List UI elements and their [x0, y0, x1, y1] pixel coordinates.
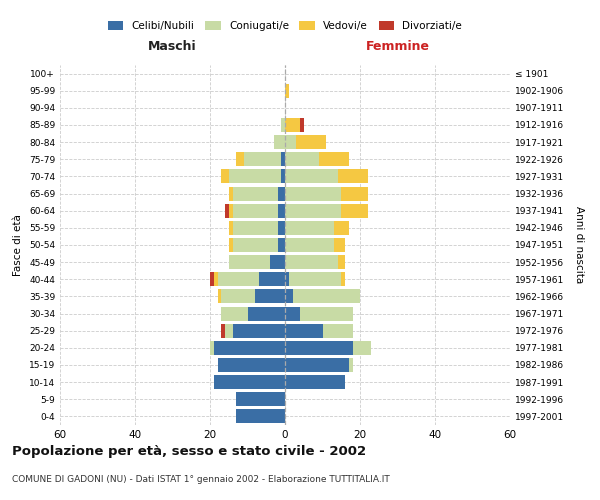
Bar: [225, 204, 229, 218]
Bar: [285, 135, 296, 149]
Bar: [285, 238, 334, 252]
Bar: [285, 152, 319, 166]
Bar: [285, 118, 300, 132]
Bar: [285, 272, 289, 286]
Bar: [323, 324, 353, 338]
Bar: [281, 152, 285, 166]
Bar: [221, 170, 229, 183]
Bar: [233, 324, 285, 338]
Bar: [225, 324, 233, 338]
Bar: [319, 152, 349, 166]
Bar: [285, 358, 349, 372]
Bar: [349, 358, 353, 372]
Bar: [233, 186, 277, 200]
Bar: [236, 410, 285, 424]
Text: Femmine: Femmine: [365, 40, 430, 53]
Bar: [334, 238, 345, 252]
Y-axis label: Anni di nascita: Anni di nascita: [574, 206, 584, 284]
Bar: [285, 170, 337, 183]
Bar: [270, 255, 285, 269]
Bar: [296, 135, 326, 149]
Bar: [236, 152, 244, 166]
Y-axis label: Fasce di età: Fasce di età: [13, 214, 23, 276]
Bar: [233, 204, 277, 218]
Bar: [233, 238, 277, 252]
Bar: [285, 186, 341, 200]
Bar: [229, 204, 233, 218]
Bar: [214, 272, 218, 286]
Bar: [341, 272, 345, 286]
Bar: [285, 324, 323, 338]
Bar: [229, 170, 281, 183]
Bar: [293, 290, 360, 304]
Bar: [285, 375, 345, 389]
Bar: [285, 204, 341, 218]
Legend: Celibi/Nubili, Coniugati/e, Vedovi/e, Divorziati/e: Celibi/Nubili, Coniugati/e, Vedovi/e, Di…: [108, 21, 462, 31]
Bar: [218, 358, 285, 372]
Bar: [221, 324, 225, 338]
Bar: [277, 186, 285, 200]
Bar: [285, 255, 337, 269]
Text: Popolazione per età, sesso e stato civile - 2002: Popolazione per età, sesso e stato civil…: [12, 445, 366, 458]
Bar: [300, 306, 353, 320]
Bar: [277, 221, 285, 235]
Bar: [255, 290, 285, 304]
Bar: [244, 152, 281, 166]
Bar: [285, 221, 334, 235]
Bar: [229, 238, 233, 252]
Bar: [221, 306, 248, 320]
Bar: [274, 135, 285, 149]
Bar: [341, 186, 367, 200]
Bar: [277, 204, 285, 218]
Text: Maschi: Maschi: [148, 40, 197, 53]
Bar: [229, 221, 233, 235]
Bar: [281, 170, 285, 183]
Bar: [337, 255, 345, 269]
Bar: [285, 84, 289, 98]
Text: COMUNE DI GADONI (NU) - Dati ISTAT 1° gennaio 2002 - Elaborazione TUTTITALIA.IT: COMUNE DI GADONI (NU) - Dati ISTAT 1° ge…: [12, 475, 390, 484]
Bar: [337, 170, 367, 183]
Bar: [285, 290, 293, 304]
Bar: [229, 255, 270, 269]
Bar: [210, 272, 214, 286]
Bar: [214, 375, 285, 389]
Bar: [210, 341, 214, 355]
Bar: [236, 392, 285, 406]
Bar: [218, 290, 221, 304]
Bar: [281, 118, 285, 132]
Bar: [289, 272, 341, 286]
Bar: [300, 118, 304, 132]
Bar: [248, 306, 285, 320]
Bar: [229, 186, 233, 200]
Bar: [214, 341, 285, 355]
Bar: [221, 290, 255, 304]
Bar: [285, 341, 353, 355]
Bar: [233, 221, 277, 235]
Bar: [277, 238, 285, 252]
Bar: [341, 204, 367, 218]
Bar: [285, 306, 300, 320]
Bar: [334, 221, 349, 235]
Bar: [218, 272, 259, 286]
Bar: [353, 341, 371, 355]
Bar: [259, 272, 285, 286]
